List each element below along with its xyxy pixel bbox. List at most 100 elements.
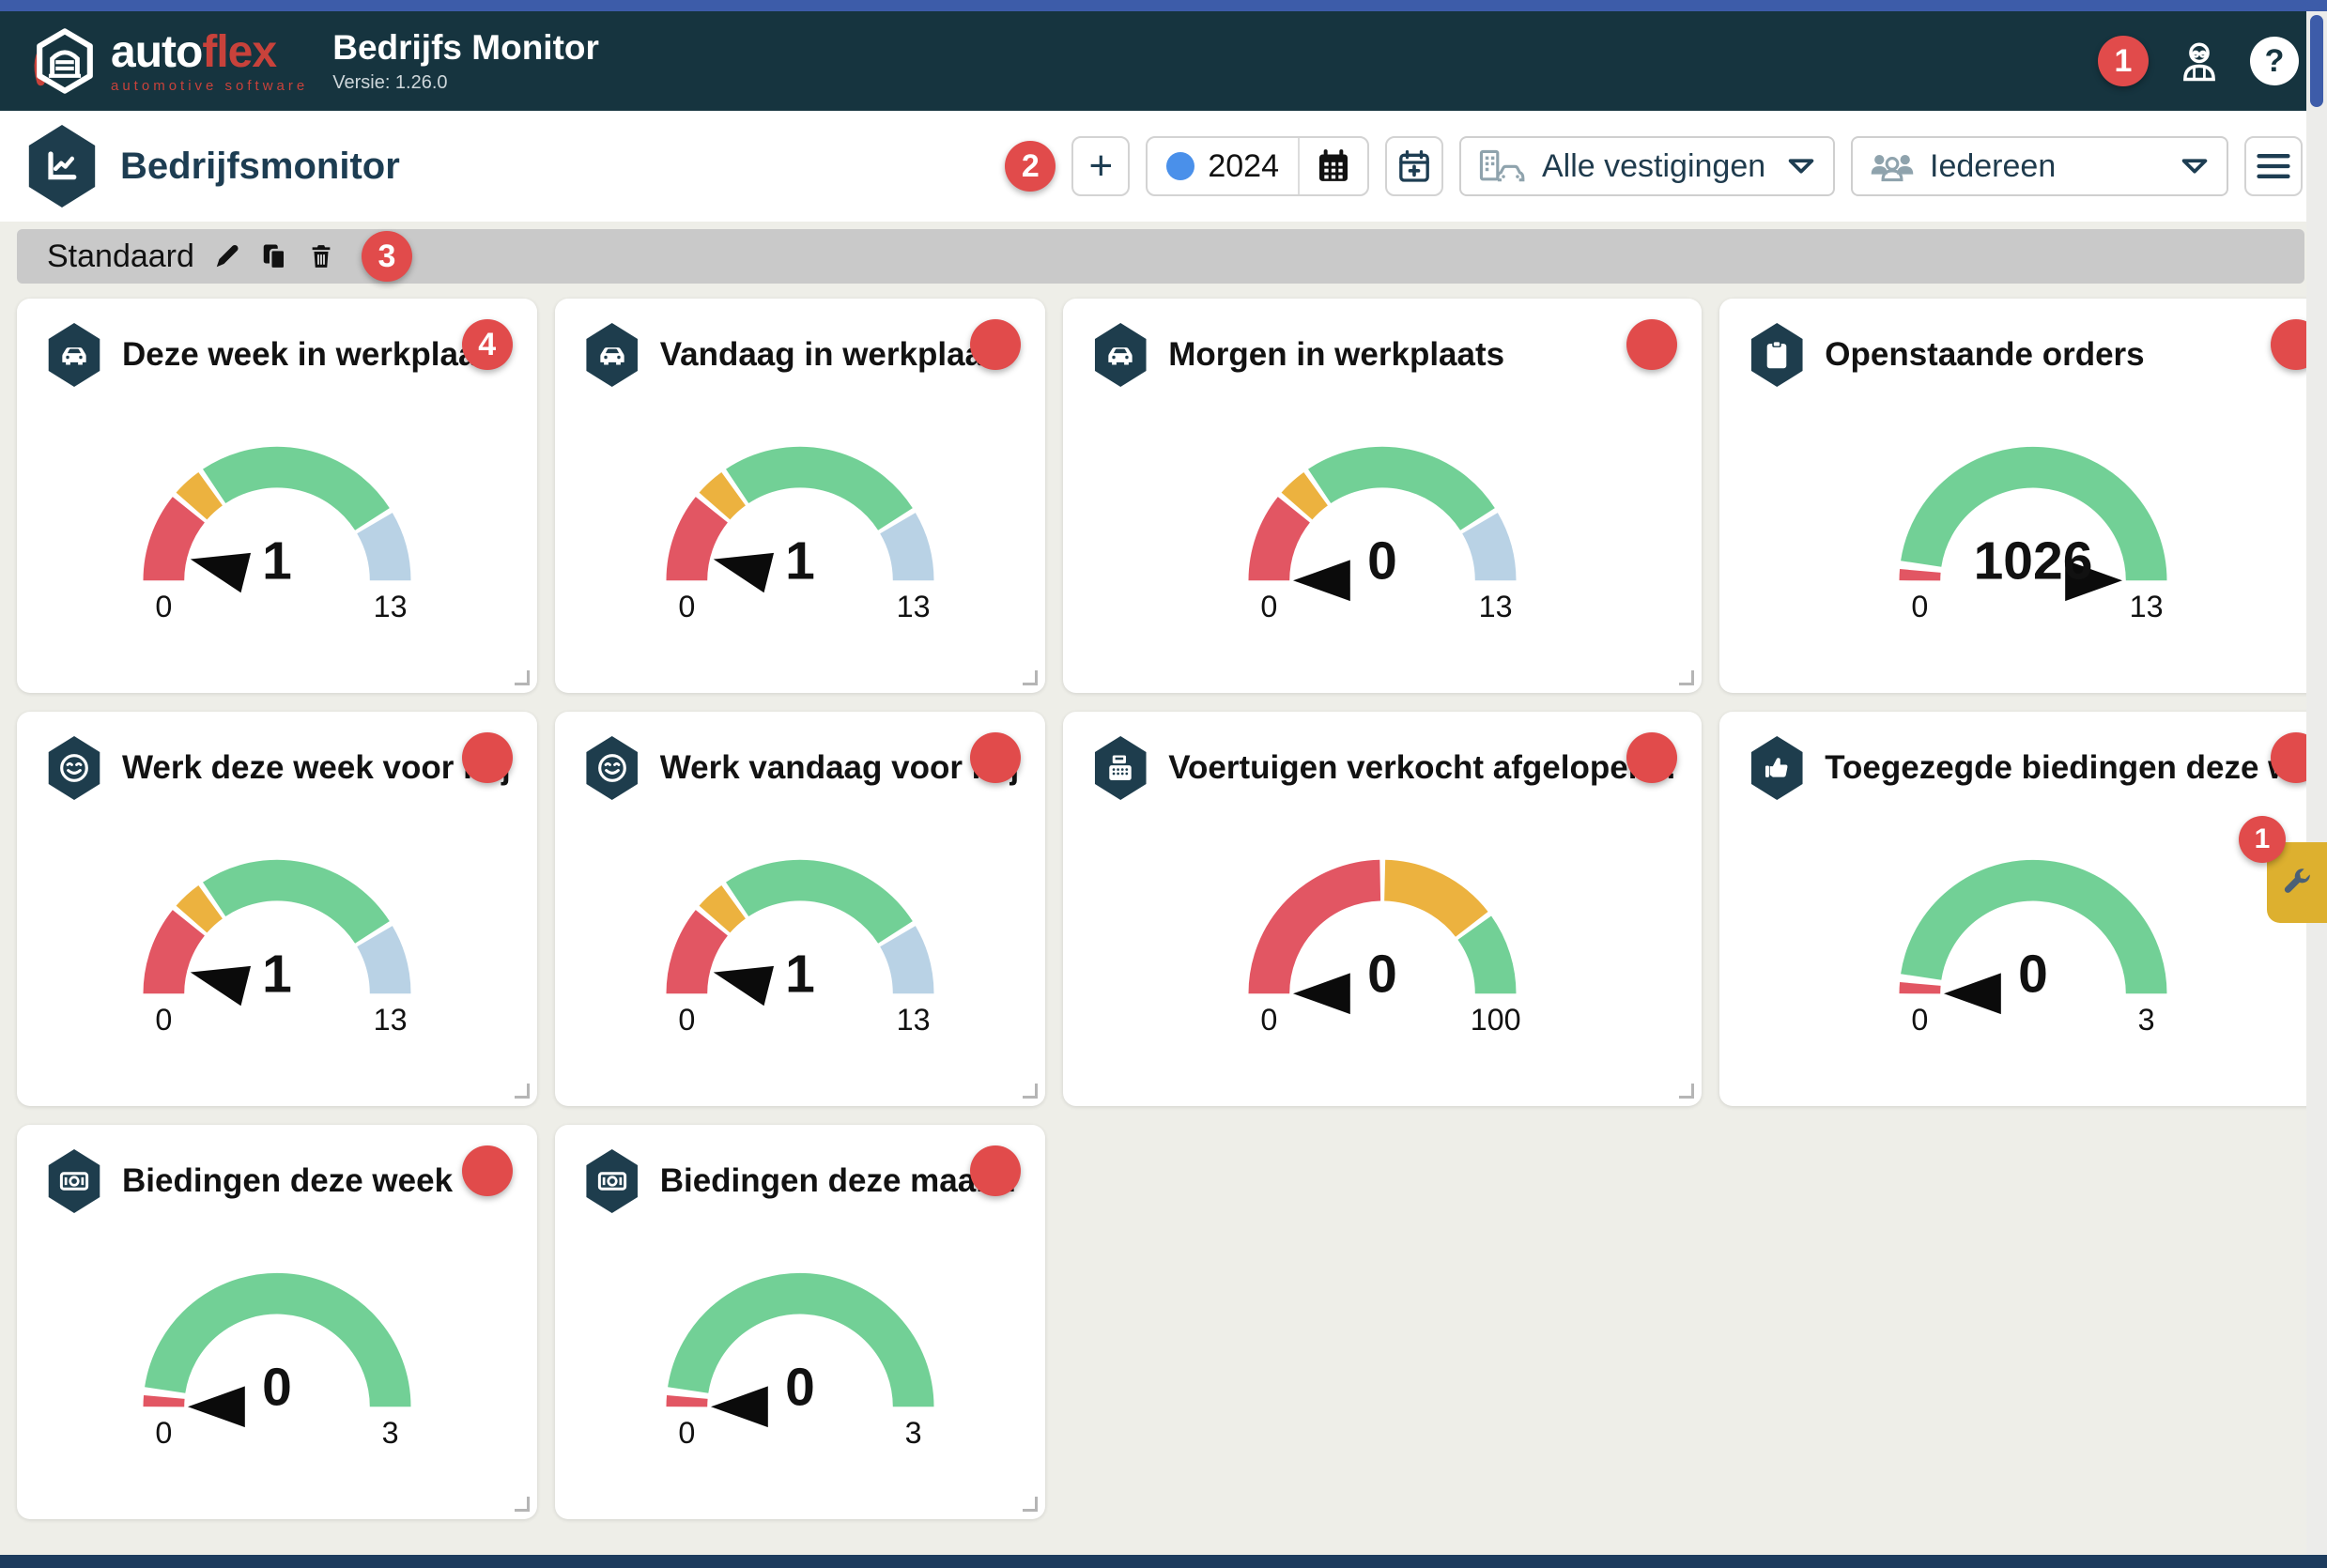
- svg-text:1: 1: [262, 530, 292, 591]
- svg-text:13: 13: [374, 590, 408, 623]
- support-person-icon[interactable]: [2175, 37, 2224, 85]
- delete-tab-button[interactable]: [307, 242, 335, 270]
- svg-text:13: 13: [2129, 590, 2163, 623]
- branch-icon: [1479, 149, 1525, 182]
- gauge-card: Deze week in werkplaats 4 1 0 13: [17, 299, 537, 693]
- svg-text:0: 0: [678, 1416, 695, 1450]
- svg-text:3: 3: [2137, 1003, 2154, 1037]
- gauge-card: Toegezegde biedingen deze w... 0 0 3: [1719, 712, 2327, 1106]
- help-button[interactable]: ?: [2250, 37, 2299, 85]
- branch-filter-select[interactable]: Alle vestigingen: [1459, 136, 1835, 196]
- calendar-button[interactable]: [1298, 138, 1367, 194]
- window-border-top: [0, 0, 2327, 11]
- hamburger-icon: [2257, 154, 2290, 178]
- resize-handle[interactable]: [1679, 670, 1695, 685]
- widgets-grid: Deze week in werkplaats 4 1 0 13 Vandaag i…: [17, 299, 2327, 1519]
- car-icon: [1094, 323, 1147, 387]
- svg-text:0: 0: [1367, 530, 1397, 591]
- card-title: Biedingen deze maand: [659, 1162, 1016, 1199]
- svg-text:3: 3: [905, 1416, 922, 1450]
- annotation-badge-4: [970, 319, 1022, 370]
- smiley-icon: [48, 736, 100, 800]
- annotation-badge-4: [1626, 319, 1678, 370]
- card-title: Toegezegde biedingen deze w...: [1825, 749, 2320, 786]
- car-icon: [48, 323, 100, 387]
- calendar-icon: [1319, 149, 1348, 181]
- card-title: Voertuigen verkocht afgelopen...: [1168, 749, 1676, 786]
- svg-text:13: 13: [1479, 590, 1513, 623]
- menu-button[interactable]: [2244, 136, 2303, 196]
- resize-handle[interactable]: [1023, 670, 1039, 685]
- svg-text:0: 0: [262, 1357, 292, 1417]
- svg-text:100: 100: [1471, 1003, 1521, 1037]
- banknote-icon: [48, 1149, 100, 1213]
- page-toolbar: Bedrijfsmonitor 2 + 2024: [0, 111, 2327, 222]
- resize-handle[interactable]: [514, 1084, 530, 1099]
- gauge-card: Werk vandaag voor mij 1 0 13: [554, 712, 1046, 1106]
- svg-text:13: 13: [897, 1003, 931, 1037]
- svg-text:0: 0: [1367, 944, 1397, 1004]
- tab-standaard[interactable]: Standaard: [47, 238, 194, 274]
- svg-text:3: 3: [382, 1416, 399, 1450]
- app-title: Bedrijfs Monitor: [332, 28, 599, 67]
- brand-tagline: automotive software: [111, 77, 309, 94]
- year-picker-value[interactable]: 2024: [1148, 138, 1298, 194]
- people-filter-value: Iedereen: [1930, 147, 2057, 184]
- year-picker: 2024: [1146, 136, 1369, 196]
- svg-text:0: 0: [1261, 1003, 1278, 1037]
- add-widget-button[interactable]: +: [1071, 136, 1131, 196]
- svg-text:13: 13: [897, 590, 931, 623]
- svg-text:0: 0: [678, 1003, 695, 1037]
- add-period-button[interactable]: [1385, 136, 1443, 196]
- annotation-badge-1: 1: [2098, 36, 2149, 86]
- resize-handle[interactable]: [514, 1497, 530, 1512]
- autoflex-logo: autoflex automotive software: [28, 24, 308, 98]
- annotation-badge-4: 4: [461, 319, 513, 370]
- brand-flex: flex: [202, 26, 277, 77]
- resize-handle[interactable]: [514, 670, 530, 685]
- banknote-icon: [586, 1149, 638, 1213]
- svg-text:0: 0: [155, 1003, 172, 1037]
- card-title: Werk deze week voor mij: [122, 749, 511, 786]
- year-label: 2024: [1208, 147, 1279, 184]
- year-status-dot: [1166, 152, 1195, 180]
- people-filter-select[interactable]: Iedereen: [1851, 136, 2228, 196]
- resize-handle[interactable]: [1023, 1497, 1039, 1512]
- copy-tab-button[interactable]: [260, 242, 288, 270]
- gauge-chart: 1 0 13: [143, 446, 411, 623]
- svg-text:1: 1: [785, 530, 815, 591]
- resize-handle[interactable]: [1679, 1084, 1695, 1099]
- gauge-chart: 0 0 3: [143, 1272, 411, 1450]
- clipboard-icon: [1750, 323, 1803, 387]
- window-border-bottom: [0, 1555, 2327, 1568]
- card-title: Morgen in werkplaats: [1168, 336, 1505, 373]
- scrollbar-track[interactable]: [2306, 11, 2327, 1555]
- feedback-side-tab[interactable]: 1: [2239, 816, 2327, 923]
- brand-auto: auto: [111, 26, 203, 77]
- annotation-badge-4: [970, 1145, 1022, 1196]
- svg-text:0: 0: [2018, 944, 2048, 1004]
- card-title: Biedingen deze week: [122, 1162, 454, 1199]
- resize-handle[interactable]: [1023, 1084, 1039, 1099]
- gauge-card: Biedingen deze week 0 0 3: [17, 1125, 537, 1519]
- svg-text:1: 1: [262, 944, 292, 1004]
- branch-filter-value: Alle vestigingen: [1542, 147, 1766, 184]
- gauge-card: Openstaande orders 1026 0 13: [1719, 299, 2327, 693]
- svg-text:0: 0: [1261, 590, 1278, 623]
- smiley-icon: [586, 736, 638, 800]
- page-title: Bedrijfsmonitor: [120, 145, 400, 187]
- edit-tab-button[interactable]: [213, 242, 241, 270]
- thumbs-up-icon: [1750, 736, 1803, 800]
- gauge-chart: 1 0 13: [143, 859, 411, 1037]
- card-title: Deze week in werkplaats: [122, 336, 506, 373]
- card-title: Werk vandaag voor mij: [659, 749, 1020, 786]
- bedrijfsmonitor-icon: [28, 125, 96, 208]
- annotation-badge-3: 3: [361, 231, 412, 282]
- wrench-icon: [2284, 869, 2310, 893]
- svg-text:0: 0: [785, 1357, 815, 1417]
- svg-text:13: 13: [374, 1003, 408, 1037]
- card-title: Vandaag in werkplaats: [659, 336, 1013, 373]
- svg-text:0: 0: [155, 1416, 172, 1450]
- scrollbar-thumb[interactable]: [2310, 15, 2323, 107]
- people-group-icon: [1871, 155, 1914, 182]
